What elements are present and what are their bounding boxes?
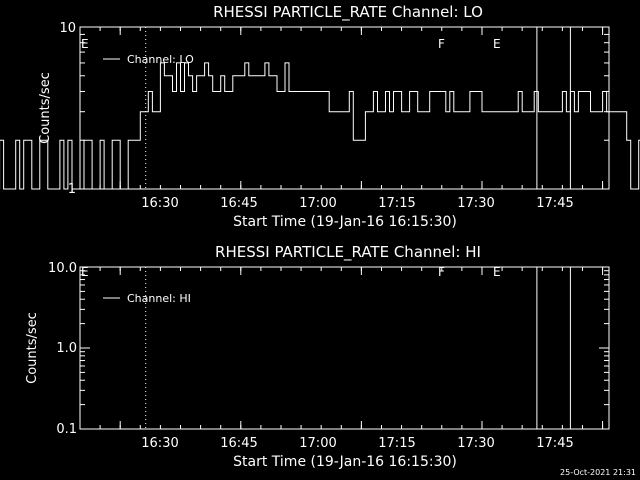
lo-legend-label: Channel: LO xyxy=(127,53,194,66)
hi-xtick: 16:30 xyxy=(141,436,178,451)
hi-xtick: 17:45 xyxy=(536,436,573,451)
hi-x-axis-label: Start Time (19-Jan-16 16:15:30) xyxy=(233,454,457,470)
hi-y-axis-label: Counts/sec xyxy=(25,312,40,384)
lo-y-axis-label: Counts/sec xyxy=(38,72,53,144)
lo-xtick: 17:45 xyxy=(536,196,573,211)
lo-marker-label: E xyxy=(81,37,89,51)
hi-ytick-1: 1.0 xyxy=(56,341,77,356)
hi-ytick-0-1: 0.1 xyxy=(56,422,77,437)
lo-series-line xyxy=(0,62,640,190)
lo-ytick-1: 1 xyxy=(68,182,76,197)
hi-ytick-10: 10.0 xyxy=(48,261,77,276)
hi-xtick: 17:00 xyxy=(299,436,336,451)
hi-chart-title: RHESSI PARTICLE_RATE Channel: HI xyxy=(215,243,481,262)
lo-xtick: 16:45 xyxy=(220,196,257,211)
lo-chart-title: RHESSI PARTICLE_RATE Channel: LO xyxy=(213,3,483,22)
lo-plot-frame xyxy=(79,26,610,190)
lo-ytick-10: 10 xyxy=(59,21,76,36)
hi-marker-label: E xyxy=(81,265,89,279)
lo-xtick: 16:30 xyxy=(141,196,178,211)
lo-xtick: 17:00 xyxy=(299,196,336,211)
lo-marker-label: E xyxy=(493,37,501,51)
lo-marker-label: F xyxy=(438,37,445,51)
hi-channel-panel: RHESSI PARTICLE_RATE Channel: HI 10.0 1.… xyxy=(25,243,610,470)
hi-marker-label: E xyxy=(493,265,501,279)
hi-legend-label: Channel: HI xyxy=(127,292,191,305)
hi-xtick: 17:30 xyxy=(457,436,494,451)
lo-channel-panel: RHESSI PARTICLE_RATE Channel: LO 10 1 Co… xyxy=(0,3,640,230)
lo-xtick: 17:30 xyxy=(457,196,494,211)
hi-marker-label: F xyxy=(438,265,445,279)
lo-xtick: 17:15 xyxy=(378,196,415,211)
footer-timestamp: 25-Oct-2021 21:31 xyxy=(560,468,636,477)
lo-x-axis-label: Start Time (19-Jan-16 16:15:30) xyxy=(233,214,457,230)
hi-xtick: 17:15 xyxy=(378,436,415,451)
hi-xtick: 16:45 xyxy=(220,436,257,451)
